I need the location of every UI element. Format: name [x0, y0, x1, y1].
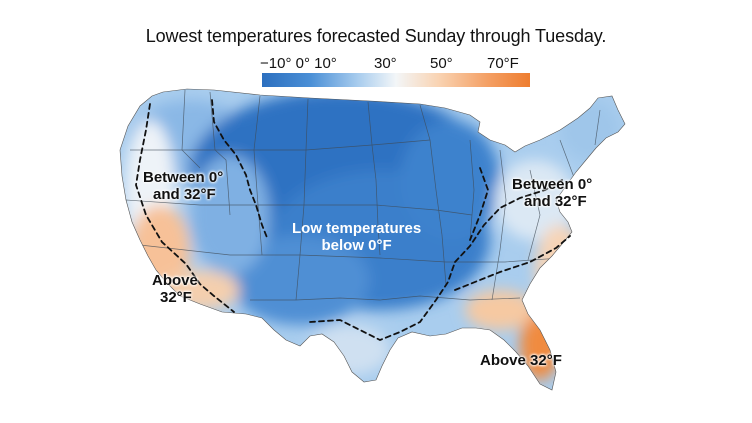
legend-tick-30: 30°	[374, 55, 397, 72]
label-east-between-line2: and 32°F	[524, 193, 587, 210]
label-west-above-line1: Above	[152, 272, 198, 289]
legend-color-bar	[262, 73, 530, 87]
label-east-between-line1: Between 0°	[512, 176, 593, 193]
label-center-low-line2: below 0°F	[321, 237, 392, 254]
label-west-between: Between 0° and 32°F	[143, 169, 223, 203]
label-west-between-line2: and 32°F	[153, 186, 216, 203]
legend-tick-70: 70°F	[487, 55, 519, 72]
label-florida-above: Above 32°F	[480, 352, 562, 369]
legend-tick-50: 50°	[430, 55, 453, 72]
label-center-low-line1: Low temperatures	[292, 220, 422, 237]
label-west-above: Above 32°F	[152, 272, 198, 306]
legend-tick-labels: −10° 0° 10° 30° 50° 70°F	[250, 55, 540, 73]
label-east-between: Between 0° and 32°F	[512, 176, 592, 210]
legend-tick-cold: −10° 0° 10°	[260, 55, 337, 72]
label-center-low: Low temperatures below 0°F	[292, 220, 421, 254]
map-title: Lowest temperatures forecasted Sunday th…	[145, 26, 607, 46]
label-west-above-line2: 32°F	[160, 289, 192, 306]
label-west-between-line1: Between 0°	[143, 169, 224, 186]
